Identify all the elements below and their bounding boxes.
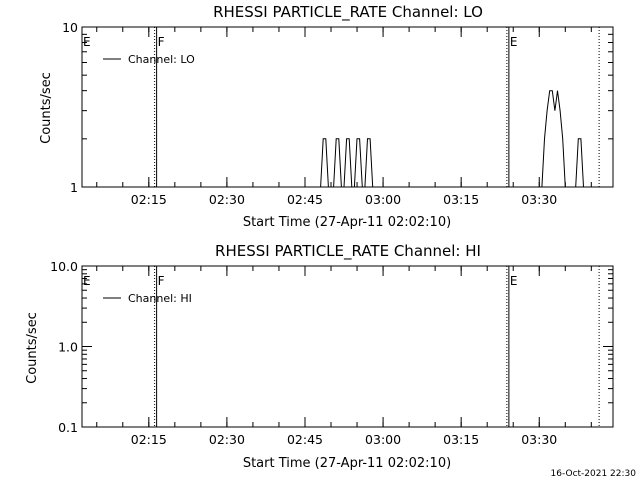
panel-lo-series bbox=[318, 90, 592, 188]
x-tick-label-lo: 02:30 bbox=[209, 192, 245, 207]
event-marker-label-lo: E bbox=[83, 35, 91, 49]
legend-label-hi: Channel: HI bbox=[128, 292, 192, 305]
panel-hi-frame bbox=[81, 265, 614, 428]
event-marker-label-hi: F bbox=[158, 274, 165, 288]
x-tick-label-hi: 03:00 bbox=[365, 432, 401, 447]
y-tick-label-lo: 1 bbox=[70, 180, 78, 195]
series-line-lo bbox=[318, 90, 592, 188]
x-tick-label-lo: 03:15 bbox=[443, 192, 479, 207]
panel-lo-ticks: 02:15 02:30 02:45 03:00 03:15 03:30 10 1 bbox=[62, 20, 613, 207]
footer-timestamp: 16-Oct-2021 22:30 bbox=[551, 469, 637, 479]
x-tick-label-lo: 02:15 bbox=[131, 192, 167, 207]
panel-hi-title: RHESSI PARTICLE_RATE Channel: HI bbox=[215, 242, 481, 261]
y-tick-label-hi: 1.0 bbox=[58, 340, 78, 355]
panel-lo-legend: Channel: LO bbox=[103, 53, 195, 66]
panel-lo-ylabel: Counts/sec bbox=[39, 72, 54, 144]
panel-hi-legend: Channel: HI bbox=[103, 292, 192, 305]
panel-hi: RHESSI PARTICLE_RATE Channel: HI Counts/… bbox=[25, 242, 614, 471]
x-tick-label-hi: 02:45 bbox=[287, 432, 323, 447]
panel-lo-frame bbox=[81, 26, 614, 188]
panel-lo: RHESSI PARTICLE_RATE Channel: LO Counts/… bbox=[39, 3, 614, 230]
panel-hi-ylabel: Counts/sec bbox=[25, 312, 40, 384]
event-marker-label-lo: E bbox=[510, 35, 518, 49]
legend-label-lo: Channel: LO bbox=[128, 53, 195, 66]
x-tick-label-hi: 03:15 bbox=[443, 432, 479, 447]
x-tick-label-hi: 03:30 bbox=[521, 432, 557, 447]
panel-hi-xlabel: Start Time (27-Apr-11 02:02:10) bbox=[243, 456, 451, 471]
y-tick-label-hi: 0.1 bbox=[58, 420, 78, 435]
panel-lo-title: RHESSI PARTICLE_RATE Channel: LO bbox=[213, 3, 483, 22]
event-marker-label-hi: E bbox=[510, 274, 518, 288]
x-tick-label-hi: 02:15 bbox=[131, 432, 167, 447]
panel-lo-xlabel: Start Time (27-Apr-11 02:02:10) bbox=[243, 215, 451, 230]
event-marker-label-lo: F bbox=[158, 35, 165, 49]
x-tick-label-lo: 03:30 bbox=[521, 192, 557, 207]
x-tick-label-hi: 02:30 bbox=[209, 432, 245, 447]
panel-hi-ticks: 02:15 02:30 02:45 03:00 03:15 03:30 10.0 1.0 0.1 bbox=[50, 259, 613, 447]
y-tick-label-lo: 10 bbox=[62, 20, 78, 35]
event-marker-label-hi: E bbox=[83, 274, 91, 288]
x-tick-label-lo: 03:00 bbox=[365, 192, 401, 207]
x-tick-label-lo: 02:45 bbox=[287, 192, 323, 207]
y-tick-label-hi: 10.0 bbox=[50, 259, 78, 274]
